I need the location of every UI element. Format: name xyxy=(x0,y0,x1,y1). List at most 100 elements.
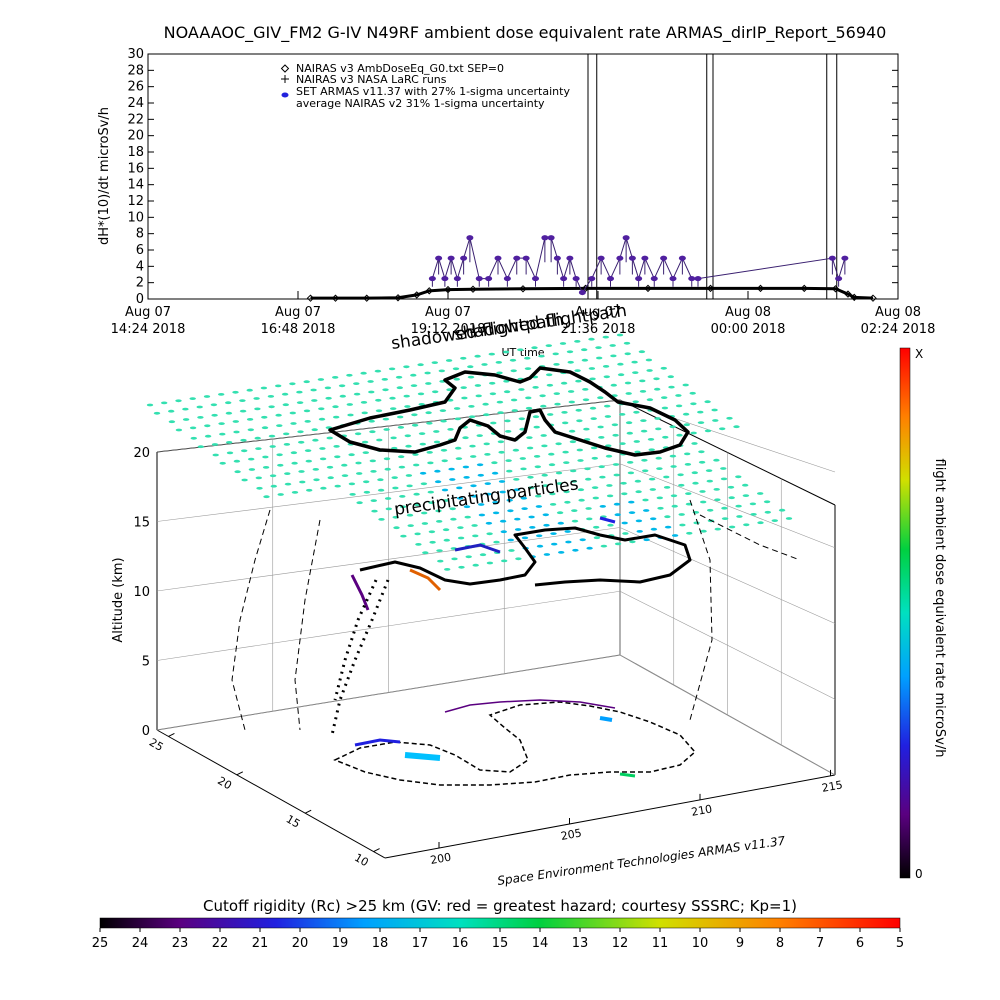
particle-dot xyxy=(515,557,522,561)
particle-dot xyxy=(325,396,332,400)
particle-dot xyxy=(375,409,383,413)
particle-dot xyxy=(417,392,425,396)
particle-dot xyxy=(543,523,550,527)
particle-dot xyxy=(583,427,590,431)
lat-tick xyxy=(168,732,175,737)
z-axis-label: Altitude (km) xyxy=(111,557,126,642)
particle-dot xyxy=(588,337,595,341)
particle-dot xyxy=(268,434,276,438)
nairas-point xyxy=(413,291,421,299)
particle-dot xyxy=(541,473,548,477)
particle-dot xyxy=(505,430,512,433)
particle-dot xyxy=(623,341,631,345)
particle-dot xyxy=(518,417,525,421)
particle-dot xyxy=(333,415,340,419)
particle-dot xyxy=(577,488,585,492)
particle-dot xyxy=(634,450,641,454)
armas-point xyxy=(660,255,668,261)
particle-dot xyxy=(589,377,596,381)
particle-dot xyxy=(363,480,370,484)
credit-text: Space Environment Technologies ARMAS v11… xyxy=(496,834,786,888)
x-tick-label-time: 00:00 2018 xyxy=(711,322,786,337)
y-tick-label: 8 xyxy=(136,227,144,242)
y-tick-label: 28 xyxy=(127,63,144,78)
particle-dot xyxy=(670,494,678,498)
particle-dot xyxy=(374,369,382,373)
particle-dot xyxy=(400,534,407,538)
particle-dot xyxy=(642,498,649,502)
particle-dot xyxy=(484,482,491,485)
rigidity-tick-label: 23 xyxy=(172,936,189,951)
armas-point xyxy=(513,255,521,261)
rigidity-tick-label: 11 xyxy=(652,936,669,951)
particle-dot xyxy=(450,517,457,521)
particle-dot xyxy=(605,454,613,458)
lat-tick-label: 20 xyxy=(215,774,234,792)
particle-dot xyxy=(297,430,304,434)
particle-dot xyxy=(353,382,360,385)
particle-dot xyxy=(612,433,619,437)
particle-dot xyxy=(597,425,604,429)
particle-dot xyxy=(624,352,631,356)
particle-dot xyxy=(457,526,464,529)
particle-dot xyxy=(720,477,728,481)
particle-dot xyxy=(600,544,608,548)
particle-dot xyxy=(239,409,247,413)
particle-dot xyxy=(714,527,721,531)
particle-dot xyxy=(467,365,474,369)
particle-dot xyxy=(663,486,671,489)
particle-dot xyxy=(543,553,551,556)
particle-dot xyxy=(650,527,658,531)
y-tick-label: 2 xyxy=(136,276,144,291)
particle-dot xyxy=(728,496,735,500)
particle-dot xyxy=(705,469,713,472)
armas-point xyxy=(566,255,574,261)
particle-dot xyxy=(532,415,540,419)
particle-dot xyxy=(735,475,742,479)
armas-point xyxy=(669,275,677,282)
particle-dot xyxy=(443,538,450,542)
particle-dot xyxy=(470,455,477,458)
particle-dot xyxy=(499,519,507,523)
particle-dot xyxy=(304,449,312,452)
y-tick-label: 10 xyxy=(127,210,144,225)
particle-dot xyxy=(418,403,425,406)
legend-entry-nairas-v2-average: average NAIRAS v2 31% 1-sigma uncertaint… xyxy=(296,97,545,110)
particle-dot xyxy=(248,468,256,471)
particle-dot xyxy=(591,486,599,489)
particle-dot xyxy=(558,551,565,554)
particle-dot xyxy=(463,505,471,509)
nairas-point xyxy=(844,290,852,298)
particle-dot xyxy=(233,430,240,434)
particle-dot xyxy=(377,488,385,492)
particle-dot xyxy=(593,525,600,529)
rigidity-tick-label: 16 xyxy=(452,936,469,951)
particle-dot xyxy=(524,356,531,360)
particle-dot xyxy=(549,503,557,506)
particle-dot xyxy=(190,436,197,440)
particle-dot xyxy=(474,354,481,358)
particle-dot xyxy=(412,453,419,456)
particle-dot xyxy=(675,394,682,397)
particle-dot xyxy=(377,478,384,482)
particle-dot xyxy=(426,451,433,454)
particle-dot xyxy=(291,491,299,494)
particle-dot xyxy=(410,384,418,387)
nairas-point xyxy=(831,285,840,293)
rigidity-tick-label: 20 xyxy=(292,936,309,951)
particle-dot xyxy=(540,404,547,408)
particle-dot xyxy=(578,498,585,502)
particle-dot xyxy=(477,473,484,477)
rigidity-tick-label: 5 xyxy=(896,936,904,951)
particle-dot xyxy=(639,390,647,393)
particle-dot xyxy=(451,557,458,561)
legend-entry-nairas-v3-larc: NAIRAS v3 NASA LaRC runs xyxy=(296,73,447,86)
flightpath-ground-projection xyxy=(333,699,697,786)
nairas-point xyxy=(706,284,715,293)
armas-point xyxy=(560,275,568,282)
particle-dot xyxy=(567,390,575,393)
y-tick-label: 6 xyxy=(136,243,144,258)
legend-marker-armas-dot xyxy=(281,92,289,98)
particle-dot xyxy=(481,363,488,366)
